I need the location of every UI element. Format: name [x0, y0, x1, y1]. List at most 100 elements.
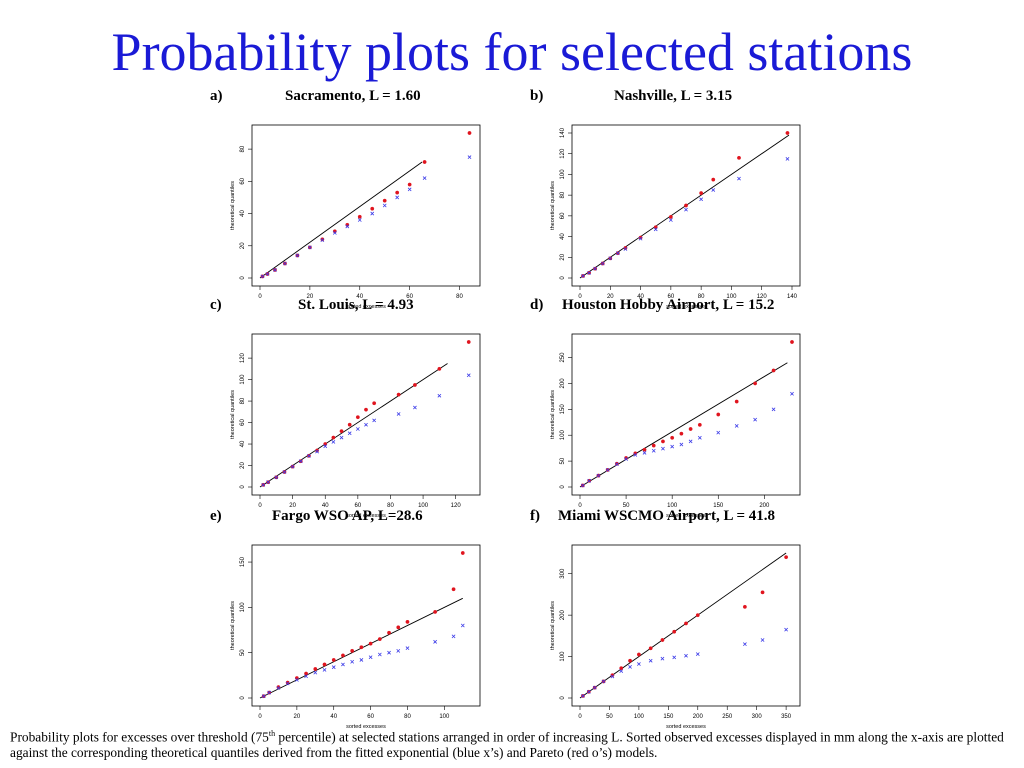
exponential-point	[313, 670, 318, 675]
reference-line	[579, 552, 787, 699]
caption-text-2: percentile) at selected stations arrange…	[10, 729, 1004, 761]
exponential-point	[734, 424, 739, 428]
y-tick-label: 40	[560, 233, 566, 240]
exponential-point	[357, 218, 362, 222]
exponential-point	[267, 690, 272, 695]
pareto-point	[460, 551, 465, 555]
y-tick-label: 100	[240, 602, 246, 613]
exponential-point	[642, 450, 647, 455]
panel-c-heading: c) St. Louis, L = 4.93	[210, 297, 550, 317]
pareto-point	[382, 198, 387, 203]
exponential-point	[347, 431, 352, 436]
exponential-point	[580, 483, 585, 488]
exponential-point	[405, 646, 410, 651]
pareto-point	[315, 448, 319, 453]
exponential-point	[619, 669, 624, 673]
exponential-point	[377, 652, 382, 657]
pareto-point	[355, 415, 360, 420]
reference-line	[259, 161, 423, 279]
pareto-point	[651, 443, 656, 448]
pareto-point	[285, 680, 290, 685]
pareto-point	[322, 662, 327, 667]
exponential-point	[283, 261, 287, 266]
x-tick-label: 200	[693, 714, 704, 720]
exponential-point	[382, 203, 387, 208]
panel-a-letter: a)	[210, 88, 223, 104]
x-tick-label: 40	[356, 294, 363, 300]
exponential-point	[716, 430, 721, 435]
plot-a: 0 20 40 60 80 0 20 40 60 80 sorted excesses theoret…	[230, 124, 481, 310]
plot-frame	[571, 124, 801, 287]
exponential-point	[790, 391, 794, 396]
exponential-point	[396, 412, 401, 416]
pareto-point	[688, 427, 693, 431]
y-tick-label: 50	[240, 649, 246, 656]
exponential-point	[387, 650, 391, 655]
exponential-point	[466, 373, 471, 378]
exponential-point	[370, 211, 375, 216]
exponential-point	[633, 453, 638, 457]
exponential-point	[697, 435, 702, 440]
x-tick-label: 20	[607, 294, 614, 300]
x-tick-label: 0	[258, 714, 262, 720]
exponential-point	[784, 627, 788, 632]
exponential-point	[596, 473, 601, 478]
exponential-point	[331, 665, 336, 670]
x-tick-label: 150	[713, 503, 724, 509]
exponential-point	[737, 176, 741, 181]
exponential-point	[368, 655, 373, 660]
exponential-point	[661, 446, 665, 451]
exponential-point	[601, 679, 606, 684]
x-tick-label: 140	[787, 294, 798, 300]
panel-e: e) Fargo WSO AP, L=28.6 0 20 40 60 80 100 0 50 1…	[210, 508, 510, 730]
exponential-point	[695, 652, 700, 656]
panel-b-letter: b)	[530, 88, 544, 104]
exponential-point	[608, 256, 613, 261]
exponential-point	[323, 444, 328, 449]
plot-frame	[571, 333, 801, 496]
exponential-point	[339, 435, 344, 440]
pareto-point	[437, 366, 442, 371]
exponential-point	[422, 176, 427, 180]
y-tick-label: 200	[560, 609, 566, 620]
panel-a-heading: a) Sacramento, L = 1.60	[210, 88, 550, 108]
pareto-point	[396, 392, 401, 397]
exponential-point	[688, 439, 693, 444]
pareto-point	[670, 435, 675, 440]
y-axis-label: theoretical quantiles	[550, 390, 556, 439]
exponential-point	[587, 270, 591, 275]
pareto-point	[413, 383, 417, 387]
pareto-point	[734, 399, 739, 404]
y-tick-label: 50	[560, 457, 566, 464]
exponential-point	[753, 417, 758, 422]
pareto-point	[684, 203, 688, 208]
x-tick-label: 40	[330, 714, 337, 720]
x-tick-label: 40	[637, 294, 644, 300]
x-tick-label: 0	[578, 503, 582, 509]
y-tick-label: 0	[560, 696, 566, 700]
pareto-point	[642, 447, 647, 452]
exponential-point	[285, 681, 290, 686]
pareto-point	[276, 685, 281, 690]
x-tick-label: 0	[258, 294, 262, 300]
exponential-point	[355, 427, 360, 431]
pareto-point	[697, 422, 702, 427]
plot-f: 0 50 100 150 200 250 300 350 0 100 200 300 sorted ex…	[550, 544, 801, 730]
panel-d: d) Houston Hobby Airport, L = 15.2 0 50 10…	[530, 297, 830, 519]
pareto-point	[742, 604, 747, 609]
x-tick-label: 200	[759, 503, 770, 509]
exponential-point	[282, 470, 287, 474]
pareto-point	[364, 407, 368, 412]
y-tick-label: 100	[240, 374, 246, 385]
y-tick-label: 40	[240, 210, 246, 217]
pareto-point	[679, 431, 684, 436]
plot-c: 0 20 40 60 80 100 120 0 20 40 60 80 100 120 sorted exc…	[230, 333, 481, 519]
exponential-point	[670, 444, 675, 449]
x-tick-label: 80	[698, 294, 705, 300]
pareto-point	[636, 652, 641, 657]
y-tick-label: 60	[560, 212, 566, 219]
exponential-point	[760, 638, 765, 642]
plot-frame	[251, 544, 481, 707]
x-tick-label: 0	[578, 714, 582, 720]
plot-e: 0 20 40 60 80 100 0 50 100 150 sorted excesses theo…	[230, 544, 481, 730]
